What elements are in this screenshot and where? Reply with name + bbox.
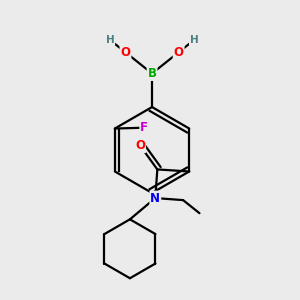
Text: H: H [106,35,114,45]
Text: O: O [121,46,130,59]
Text: F: F [140,121,148,134]
Text: O: O [174,46,184,59]
Text: B: B [148,67,157,80]
Text: H: H [190,35,199,45]
Text: N: N [150,192,160,205]
Text: O: O [135,139,145,152]
